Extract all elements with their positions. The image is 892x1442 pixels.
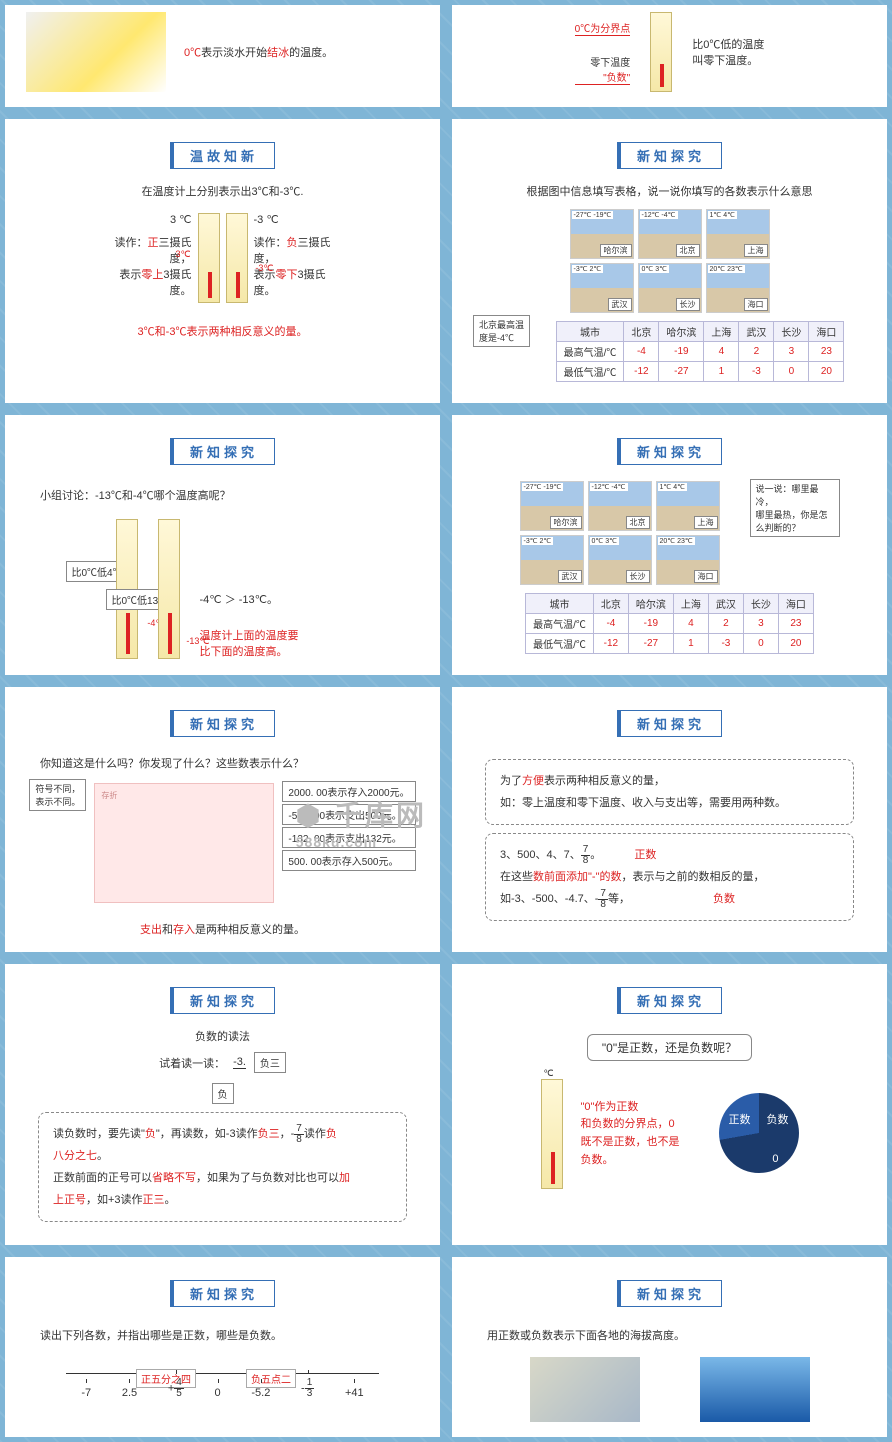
entry-2: -500. 00表示支出500元。 [282,804,415,825]
slide4-intro: 根据图中信息填写表格，说一说你填写的各数表示什么意思 [473,183,866,199]
sign-note: 符号不同，表示不同。 [29,779,86,811]
city-card: -3℃ 2℃武汉 [520,535,584,585]
slide7-foot: 支出和存入是两种相反意义的量。 [26,921,419,937]
title-explore-5: 新知探究 [170,438,275,465]
city-cards-4: -27℃ -19℃哈尔滨-12℃ -4℃北京1℃ 4℃上海 -3℃ 2℃武汉0℃ … [473,207,866,315]
slide-10: 新知探究 "0"是正数，还是负数呢？ ℃ "0"作为正数和负数的分界点，0既不是… [452,964,887,1245]
neg3-num: -3. [233,1056,246,1069]
pos3-title: 3 ℃ [100,213,192,226]
mark-3c: 3℃ [176,249,191,260]
title-explore-11: 新知探究 [170,1280,275,1307]
city-card: 0℃ 3℃长沙 [588,535,652,585]
slide12-question: 用正数或负数表示下面各地的海拔高度。 [487,1327,852,1343]
neg3-read: 读作：负三摄氏度， [254,234,346,266]
negative-label: "负数" [575,69,631,85]
city-cards-6: -27℃ -19℃哈尔滨-12℃ -4℃北京1℃ 4℃上海 -3℃ 2℃武汉0℃ … [500,479,740,587]
city-card: -27℃ -19℃哈尔滨 [520,481,584,531]
pie-neg-label: 负数 [767,1111,789,1127]
below-zero-label: 零下温度 [575,54,631,69]
temp-table-6: 城市北京哈尔滨上海武汉长沙海口最高气温/℃-4-1942323最低气温/℃-12… [525,593,814,654]
city-card: 1℃ 4℃上海 [706,209,770,259]
bankbook-image: 存折 [94,783,274,903]
thermometer-icon [650,12,672,92]
title-explore-6: 新知探究 [617,438,722,465]
city-card: 1℃ 4℃上海 [656,481,720,531]
pos3-mean: 表示零上3摄氏度。 [100,266,192,298]
slide-8: 新知探究 为了方便表示两种相反意义的量， 如：零上温度和零下温度、收入与支出等，… [452,687,887,952]
thermometer-zero: ℃ [541,1079,563,1189]
slide-6: 新知探究 -27℃ -19℃哈尔滨-12℃ -4℃北京1℃ 4℃上海 -3℃ 2℃… [452,415,887,675]
note-positive: 为了方便表示两种相反意义的量， 如：零上温度和零下温度、收入与支出等，需要用两种… [485,759,854,825]
title-explore-12: 新知探究 [617,1280,722,1307]
city-card: -3℃ 2℃武汉 [570,263,634,313]
slide-5: 新知探究 小组讨论：-13℃和-4℃哪个温度高呢？ 比0℃低4℃ -4℃ 比0℃… [5,415,440,675]
slide-2: 0℃为分界点 零下温度 "负数" 比0℃低的温度 叫零下温度。 [452,5,887,107]
slide-1: 0℃表示淡水开始结冰的温度。 [5,5,440,107]
slide-11: 新知探究 读出下列各数，并指出哪些是正数，哪些是负数。 正五分之四 负五点二 -… [5,1257,440,1437]
slide11-question: 读出下列各数，并指出哪些是正数，哪些是负数。 [40,1327,405,1343]
title-explore-4: 新知探究 [617,142,722,169]
title-review: 温故知新 [170,142,275,169]
city-card: -12℃ -4℃北京 [588,481,652,531]
thermometer-neg13 [158,519,180,659]
title-explore-9: 新知探究 [170,987,275,1014]
slide5-question: 小组讨论：-13℃和-4℃哪个温度高呢？ [40,487,405,503]
slide7-question: 你知道这是什么吗？你发现了什么？这些数表示什么？ [40,755,405,771]
temp-table-4: 城市北京哈尔滨上海武汉长沙海口最高气温/℃-4-1942323最低气温/℃-12… [556,321,845,382]
thermometer-neg3 [226,213,248,303]
slide2-text: 比0℃低的温度 叫零下温度。 [692,36,764,68]
mountain-image [530,1357,640,1422]
neg3-title: -3 ℃ [254,213,346,226]
anno-neg: 负五点二 [246,1369,296,1388]
number-line: -7 2.5 +45 0 -5.2 -13 +41 [66,1373,379,1399]
anno-pos: 正五分之四 [136,1369,196,1388]
slide-3: 温故知新 在温度计上分别表示出3℃和-3℃. 3 ℃ 读作：正三摄氏度， 表示零… [5,119,440,403]
try-read: 试着读一读： [159,1055,225,1071]
mark-neg3c: -3℃ [255,263,273,274]
slide3-intro: 在温度计上分别表示出3℃和-3℃. [26,183,419,199]
note-negative: 3、500、4、7、78。 正数 在这些数前面添加"-"的数，表示与之前的数相反… [485,833,854,921]
slide1-caption: 0℃表示淡水开始结冰的温度。 [184,44,333,60]
reading-rules: 读负数时，要先读"负"，再读数，如-3读作负三，-78读作负 八分之七。 正数前… [38,1112,407,1222]
read-fu: 负 [212,1083,234,1104]
city-card: 0℃ 3℃长沙 [638,263,702,313]
beijing-note: 北京最高温度是-4℃ [473,315,530,347]
slide-4: 新知探究 根据图中信息填写表格，说一说你填写的各数表示什么意思 -27℃ -19… [452,119,887,403]
slide-9: 新知探究 负数的读法 试着读一读： -3. 负三 负 读负数时，要先读"负"，再… [5,964,440,1245]
city-card: 20℃ 23℃海口 [706,263,770,313]
pie-pos-label: 正数 [729,1111,751,1127]
entry-1: 2000. 00表示存入2000元。 [282,781,415,802]
mark-neg13: -13℃ [186,636,209,647]
read-fusan: 负三 [254,1052,286,1073]
city-card: -27℃ -19℃哈尔滨 [570,209,634,259]
slide-12: 新知探究 用正数或负数表示下面各地的海拔高度。 [452,1257,887,1437]
zero-question: "0"是正数，还是负数呢？ [587,1034,752,1061]
pie-zero-label: 0 [772,1153,778,1165]
zero-explain: "0"作为正数和负数的分界点，0既不是正数，也不是负数。 [581,1099,701,1169]
thermometer-pos3 [198,213,220,303]
ask-box: 说一说：哪里最冷，哪里最热，你是怎么判断的？ [750,479,840,537]
neg-read-heading: 负数的读法 [26,1028,419,1044]
pie-chart: 正数 负数 0 [719,1093,799,1173]
sea-image [700,1357,810,1422]
slide-7: 新知探究 你知道这是什么吗？你发现了什么？这些数表示什么？ 符号不同，表示不同。… [5,687,440,952]
city-card: -12℃ -4℃北京 [638,209,702,259]
divider-label: 0℃为分界点 [575,20,631,36]
title-explore-10: 新知探究 [617,987,722,1014]
celsius-label: ℃ [544,1068,554,1079]
title-explore-8: 新知探究 [617,710,722,737]
city-card: 20℃ 23℃海口 [656,535,720,585]
comparison-result: -4℃ ＞ -13℃。 [200,591,330,607]
entry-3: -132. 00表示支出132元。 [282,827,415,848]
slide3-foot: 3℃和-3℃表示两种相反意义的量。 [26,323,419,339]
title-explore-7: 新知探究 [170,710,275,737]
thermometer-tip: 温度计上面的温度要比下面的温度高。 [200,627,330,659]
entry-4: 500. 00表示存入500元。 [282,850,415,871]
lemon-ice-image [26,12,166,92]
